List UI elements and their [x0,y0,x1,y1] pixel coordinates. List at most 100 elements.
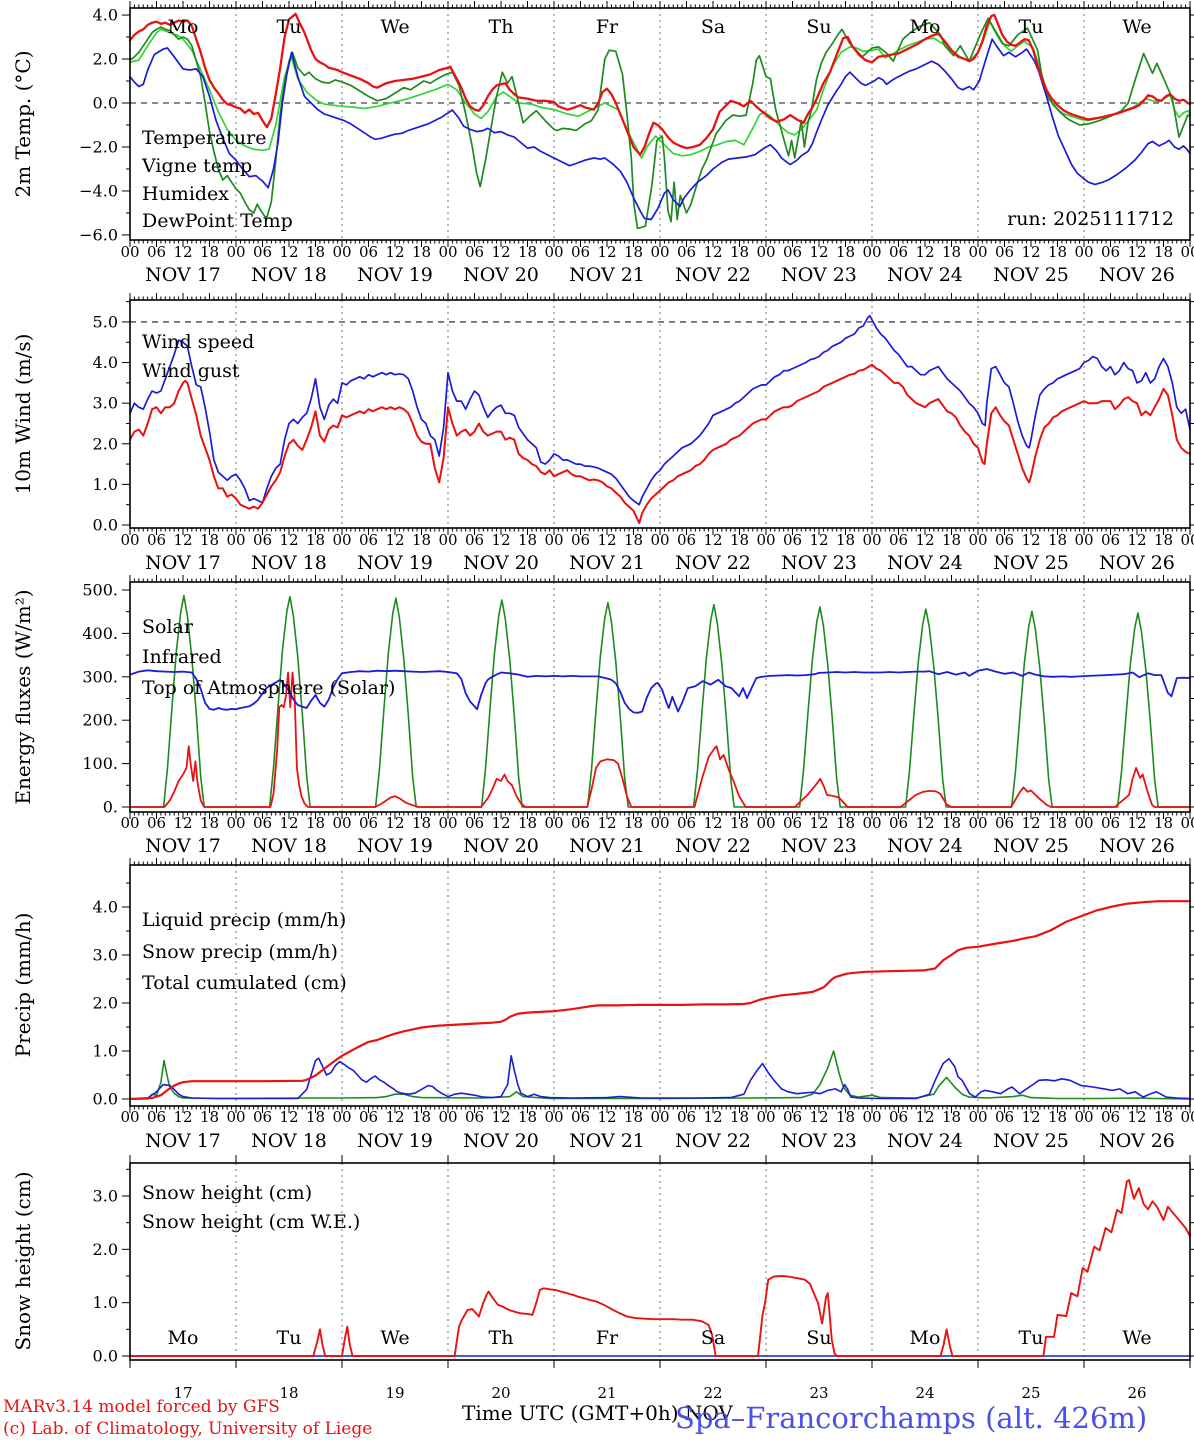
legend-temperature-3: DewPoint Temp [142,210,293,232]
date-label: NOV 24 [887,552,963,574]
ytick-label: 0.0 [93,1347,118,1366]
date-label: NOV 22 [675,264,751,286]
hour-label: 06 [995,531,1014,549]
legend-energy-fluxes-2: Top of Atmosphere (Solar) [142,677,395,699]
ytick-label: 400. [82,624,118,643]
hour-label: 18 [624,243,643,261]
series-snow-precip [129,1055,1191,1100]
day-name-label: Tu [277,1327,302,1349]
day-name-label: Tu [1019,1327,1044,1349]
ytick-label: 1.0 [93,1293,118,1312]
hour-label: 00 [1074,1108,1093,1126]
hour-label: 18 [942,531,961,549]
day-name-label: We [1122,1327,1151,1349]
hour-label: 18 [942,243,961,261]
hour-label: 18 [1048,531,1067,549]
hour-label: 18 [730,814,749,832]
hour-label: 18 [624,1108,643,1126]
hour-label: 12 [1021,531,1040,549]
series-solar [129,671,1191,808]
hour-label: 12 [597,814,616,832]
hour-label: 12 [491,531,510,549]
legend-temperature-1: Vigne temp [141,155,252,177]
hour-label: 18 [1048,814,1067,832]
hour-label: 00 [1180,814,1194,832]
date-label: NOV 21 [569,835,645,857]
hour-label: 06 [147,814,166,832]
hour-label: 12 [173,814,192,832]
date-label: NOV 22 [675,1130,751,1152]
hour-label: 12 [1021,1108,1040,1126]
yaxis-title-snow: Snow height (cm) [11,1171,35,1350]
legend-precip-1: Snow precip (mm/h) [142,941,338,963]
hour-label: 18 [836,814,855,832]
date-label: NOV 18 [251,264,327,286]
hour-label: 12 [915,814,934,832]
date-label: NOV 21 [569,1130,645,1152]
hour-label: 00 [438,1108,457,1126]
day-number-label: 22 [703,1384,722,1402]
date-label: NOV 20 [463,552,539,574]
date-label: NOV 19 [357,835,433,857]
hour-label: 12 [491,243,510,261]
hour-label: 06 [359,531,378,549]
hour-label: 00 [120,531,139,549]
date-label: NOV 25 [993,1130,1069,1152]
hour-label: 00 [332,531,351,549]
hour-label: 12 [1021,243,1040,261]
ytick-label: 100. [82,754,118,773]
hour-label: 06 [1101,243,1120,261]
hour-label: 06 [465,243,484,261]
hour-label: 00 [226,1108,245,1126]
hour-label: 18 [1154,1108,1173,1126]
day-number-label: 23 [809,1384,828,1402]
footer-credit-line2: (c) Lab. of Climatology, University of L… [3,1419,372,1439]
hour-label: 12 [385,531,404,549]
day-name-label: We [1122,16,1151,38]
date-label: NOV 23 [781,835,857,857]
hour-label: 06 [889,814,908,832]
hour-label: 00 [862,243,881,261]
legend-precip-2: Total cumulated (cm) [142,972,347,994]
hour-label: 00 [650,243,669,261]
hour-label: 06 [253,1108,272,1126]
xaxis-title: Time UTC (GMT+0h) NOV [462,1401,733,1425]
hour-label: 06 [359,814,378,832]
hour-label: 12 [809,243,828,261]
date-label: NOV 21 [569,552,645,574]
hour-label: 00 [544,814,563,832]
date-label: NOV 24 [887,264,963,286]
day-name-label: Th [489,1327,514,1349]
hour-label: 06 [995,243,1014,261]
legend-energy-fluxes-0: Solar [142,616,194,638]
date-label: NOV 17 [145,1130,221,1152]
hour-label: 00 [120,243,139,261]
ytick-label: 1.0 [93,1041,118,1060]
ytick-label: 0.0 [93,93,118,112]
legend-wind-1: Wind gust [142,360,240,382]
day-number-label: 18 [279,1384,298,1402]
date-label: NOV 17 [145,835,221,857]
day-number-label: 21 [597,1384,616,1402]
day-number-label: 20 [491,1384,510,1402]
hour-label: 12 [703,243,722,261]
hour-label: 12 [703,531,722,549]
hour-label: 06 [465,814,484,832]
ytick-label: −2.0 [79,137,118,156]
day-name-label: Mo [910,1327,941,1349]
ytick-label: 0.0 [93,515,118,534]
date-label: NOV 23 [781,264,857,286]
hour-label: 18 [306,814,325,832]
series-snow-height [129,1179,1191,1357]
hour-label: 06 [783,531,802,549]
hour-label: 00 [226,814,245,832]
hour-label: 12 [279,1108,298,1126]
yaxis-title-precip: Precip (mm/h) [11,913,35,1058]
hour-label: 00 [1180,1108,1194,1126]
hour-label: 12 [597,531,616,549]
hour-label: 06 [147,531,166,549]
ytick-label: 200. [82,711,118,730]
hour-label: 06 [995,814,1014,832]
hour-label: 00 [756,243,775,261]
hour-label: 00 [226,531,245,549]
